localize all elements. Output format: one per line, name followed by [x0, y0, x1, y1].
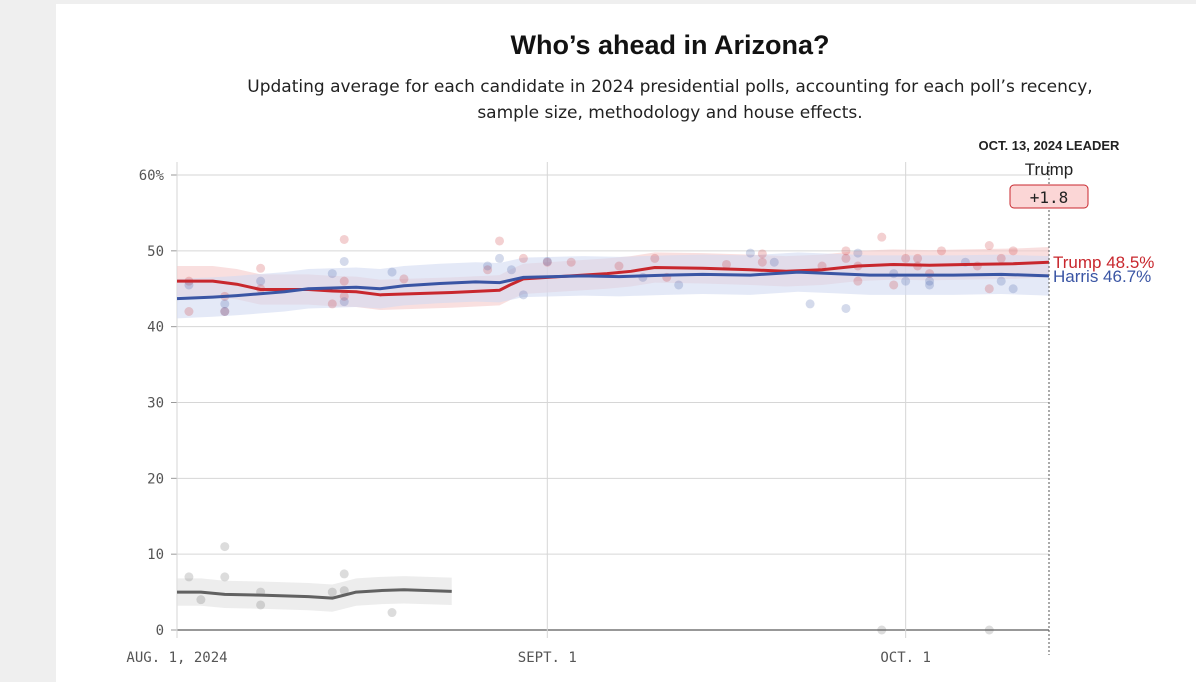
poll-dot — [853, 276, 863, 286]
poll-dot — [483, 261, 493, 271]
poll-dot — [674, 280, 684, 290]
poll-dot — [184, 307, 194, 316]
poll-dot — [1008, 284, 1018, 294]
poll-dot — [495, 253, 505, 263]
poll-dot — [495, 236, 505, 246]
y-tick-label: 10 — [147, 547, 164, 563]
average-line — [177, 588, 452, 600]
poll-dot — [984, 241, 994, 251]
poll-dot — [220, 299, 230, 309]
poll-dot — [327, 587, 337, 597]
poll-dot — [220, 542, 230, 552]
poll-dot — [925, 276, 935, 286]
poll-dot — [889, 269, 899, 279]
leader-name: Trump — [1025, 160, 1074, 179]
poll-dot — [757, 257, 767, 267]
poll-dot — [841, 253, 851, 263]
poll-dot — [1008, 246, 1018, 256]
poll-dot — [339, 297, 349, 307]
y-tick-label: 0 — [156, 623, 164, 639]
poll-dot — [256, 600, 266, 610]
poll-dot — [757, 249, 767, 259]
poll-dot — [387, 267, 397, 277]
series-end-label: Harris 46.7% — [1053, 267, 1151, 286]
poll-dot — [877, 232, 887, 242]
poll-dot — [566, 257, 576, 267]
poll-dot — [996, 253, 1006, 263]
y-tick-label: 20 — [147, 471, 164, 487]
poll-dot — [841, 246, 851, 256]
uncertainty-band — [177, 576, 452, 612]
poll-dot — [506, 265, 516, 275]
poll-dot — [196, 595, 206, 605]
leader-margin-badge — [1009, 184, 1089, 209]
poll-dot — [913, 253, 923, 263]
poll-dot — [327, 269, 337, 279]
poll-dot — [542, 256, 552, 266]
leader-margin-value: +1.8 — [1030, 188, 1069, 207]
poll-dot — [339, 256, 349, 266]
y-tick-label: 30 — [147, 396, 164, 412]
poll-dot — [984, 284, 994, 294]
x-tick-label: AUG. 1, 2024 — [126, 650, 227, 666]
poll-dot — [889, 280, 899, 290]
poll-dot — [542, 257, 552, 267]
poll-dot — [841, 303, 851, 313]
poll-dot — [877, 625, 887, 635]
poll-dot — [984, 625, 994, 635]
poll-dot — [399, 274, 409, 284]
poll-dot — [518, 290, 528, 300]
poll-dot — [805, 299, 815, 309]
poll-dot — [483, 265, 493, 275]
poll-dot — [853, 248, 863, 258]
poll-dot — [256, 276, 266, 286]
chart-title: Who’s ahead in Arizona? — [510, 30, 830, 60]
x-tick-label: SEPT. 1 — [518, 650, 577, 666]
poll-dot — [339, 234, 349, 244]
poll-dot — [220, 572, 230, 582]
poll-dot — [925, 280, 935, 290]
average-line — [176, 270, 1050, 301]
poll-dot — [769, 257, 779, 267]
poll-dot — [256, 263, 266, 273]
poll-dot — [220, 307, 230, 316]
poll-dot — [721, 259, 731, 269]
leader-heading: OCT. 13, 2024 LEADER — [979, 138, 1120, 153]
poll-dot — [901, 276, 911, 286]
poll-dot — [745, 248, 755, 258]
y-tick-label: 50 — [147, 244, 164, 260]
poll-dot — [339, 276, 349, 286]
y-tick-label: 40 — [147, 320, 164, 336]
poll-dot — [339, 569, 349, 579]
poll-dot — [387, 608, 397, 618]
poll-dot — [936, 246, 946, 256]
poll-dot — [184, 572, 194, 582]
chart-subtitle: Updating average for each candidate in 2… — [247, 77, 1093, 123]
poll-dot — [901, 253, 911, 263]
poll-dot — [327, 299, 337, 309]
chart-card — [56, 4, 1196, 682]
poll-dot — [184, 280, 194, 290]
poll-dot — [339, 291, 349, 301]
poll-dot — [996, 276, 1006, 286]
poll-dot — [518, 253, 528, 263]
series-end-label: Trump 48.5% — [1053, 253, 1154, 272]
x-tick-label: OCT. 1 — [880, 650, 931, 666]
y-tick-label: 60% — [139, 168, 165, 184]
poll-dot — [339, 586, 349, 596]
poll-dot — [614, 261, 624, 271]
poll-dot — [650, 253, 660, 263]
poll-dot — [220, 307, 230, 316]
